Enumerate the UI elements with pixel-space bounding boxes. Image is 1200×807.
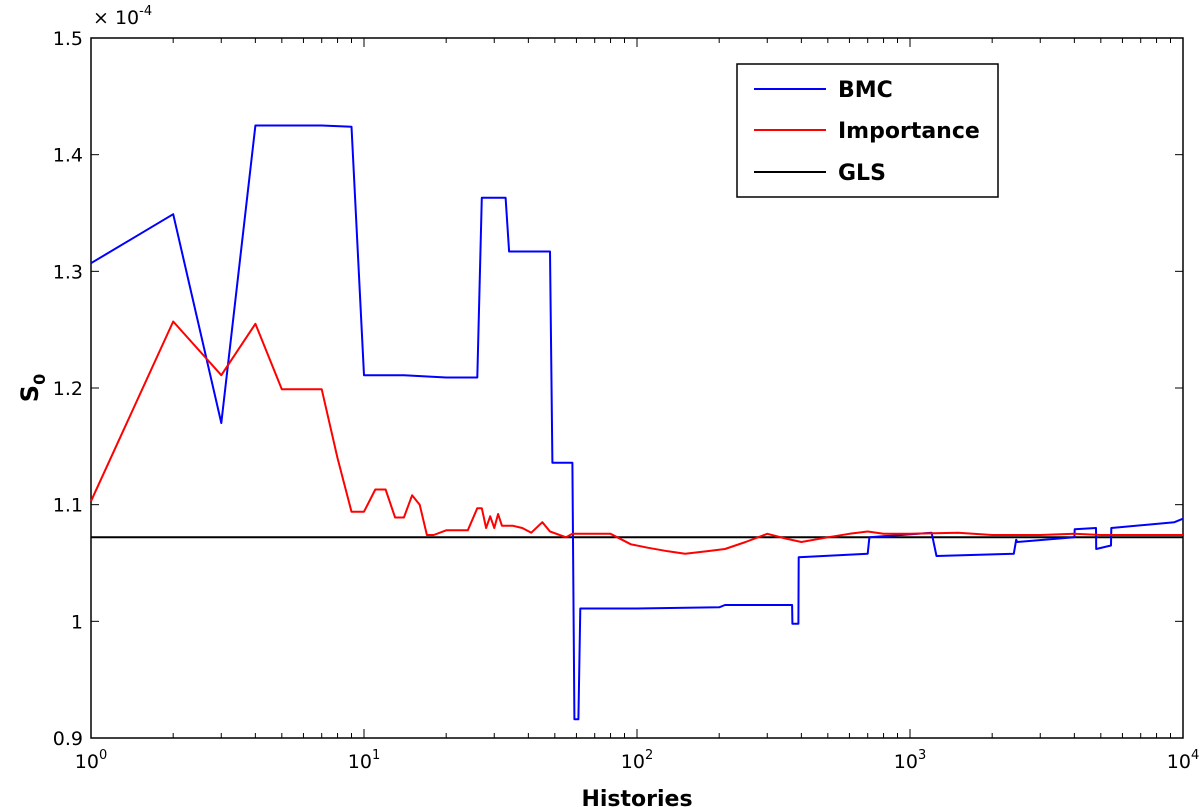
y-tick-label: 1.4: [53, 145, 83, 167]
y-tick-label: 1.1: [53, 495, 83, 517]
x-axis-title: Histories: [581, 787, 692, 807]
x-ticks: 100 101 102 103 104: [75, 38, 1199, 773]
series-lines: [90, 124, 1184, 721]
legend-label-bmc: BMC: [838, 78, 893, 103]
series-line-bmc: [90, 124, 1184, 721]
x-tick-label: 104: [1167, 748, 1199, 773]
series-line-importance: [90, 320, 1183, 555]
y-multiplier: × 10-4: [93, 4, 152, 29]
y-ticks: 0.9 1 1.1 1.2 1.3 1.4 1.5: [53, 28, 1183, 750]
x-tick-label: 101: [348, 748, 380, 773]
x-tick-label: 100: [75, 748, 107, 773]
y-tick-label: 1: [71, 611, 83, 633]
y-tick-label: 1.5: [53, 28, 83, 50]
x-tick-label: 103: [894, 748, 926, 773]
legend: BMC Importance GLS: [736, 63, 999, 198]
y-axis-title: S0: [16, 374, 49, 402]
x-tick-label: 102: [621, 748, 653, 773]
legend-label-importance: Importance: [838, 119, 980, 144]
y-tick-label: 0.9: [53, 728, 83, 750]
plot-area: [90, 37, 1184, 739]
y-tick-label: 1.2: [53, 378, 83, 400]
y-tick-label: 1.3: [53, 261, 83, 283]
legend-label-gls: GLS: [838, 161, 886, 186]
